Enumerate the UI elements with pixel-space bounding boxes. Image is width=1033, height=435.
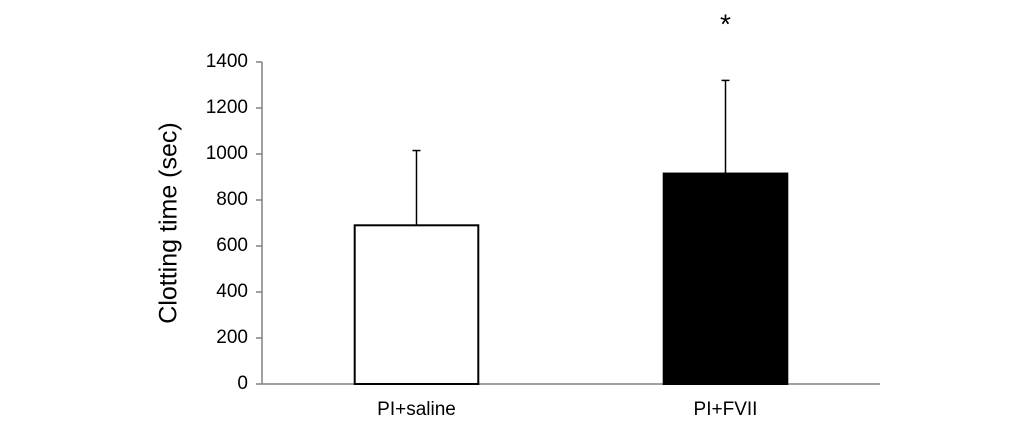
y-tick-label: 1200 [206,97,248,118]
significance-marker: * [720,8,731,39]
y-tick-label: 0 [237,373,248,394]
y-tick-label: 1000 [206,143,248,164]
y-tick-label: 600 [216,235,248,256]
x-tick-label: PI+FVII [694,399,758,420]
y-tick-label: 400 [216,281,248,302]
bar [353,224,480,385]
y-axis-label: Clotting time (sec) [155,122,183,323]
y-tick-label: 1400 [206,51,248,72]
y-tick-label: 200 [216,327,248,348]
x-tick-label: PI+saline [377,399,456,420]
y-tick-label: 800 [216,189,248,210]
bar [662,172,789,385]
